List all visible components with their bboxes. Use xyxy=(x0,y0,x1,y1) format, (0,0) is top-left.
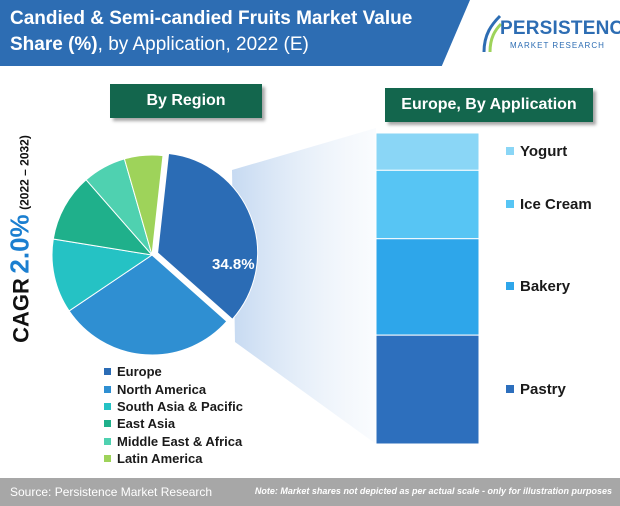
legend-label: North America xyxy=(117,381,207,397)
legend-swatch xyxy=(104,385,111,393)
legend-item-south-asia-and-pacific: South Asia & Pacific xyxy=(104,398,243,415)
legend-swatch xyxy=(506,147,514,156)
page-title: Candied & Semi-candied Fruits Market Val… xyxy=(10,8,413,29)
legend-label: Bakery xyxy=(520,277,571,295)
pie-slice-east-asia xyxy=(52,179,154,256)
stack-label-ice-cream: Ice Cream xyxy=(506,196,592,213)
legend-swatch xyxy=(104,402,111,410)
logo-name: PERSISTENCE xyxy=(500,18,620,39)
legend-label: Pastry xyxy=(520,380,566,398)
subtitle-rest: , by Application, 2022 (E) xyxy=(97,34,309,55)
legend-swatch xyxy=(104,368,111,376)
legend-swatch xyxy=(104,437,111,445)
stack-segment-bakery xyxy=(375,238,480,336)
legend-label: South Asia & Pacific xyxy=(117,398,243,414)
stack-label-yogurt: Yogurt xyxy=(506,143,567,160)
legend-item-europe: Europe xyxy=(104,363,243,380)
legend-item-east-asia: East Asia xyxy=(104,415,243,432)
legend-swatch xyxy=(506,282,514,291)
connector-wedge xyxy=(232,128,376,444)
legend-label: Europe xyxy=(117,364,162,380)
source-text: Source: Persistence Market Research xyxy=(10,485,213,499)
legend-swatch xyxy=(104,455,111,463)
stack-label-bakery: Bakery xyxy=(506,278,570,295)
header: Candied & Semi-candied Fruits Market Val… xyxy=(0,0,620,66)
legend-swatch xyxy=(104,420,111,428)
pie-slice-europe xyxy=(157,152,259,320)
logo-mark-icon xyxy=(482,14,502,53)
legend-swatch xyxy=(506,385,514,394)
stack-segment-pastry xyxy=(375,334,480,445)
legend-label: East Asia xyxy=(117,416,176,432)
stack-chart-title: Europe, By Application xyxy=(385,88,593,122)
pie-slice-latin-america xyxy=(123,154,164,256)
legend-item-middle-east-and-africa: Middle East & Africa xyxy=(104,433,243,450)
stacked-bar-chart xyxy=(232,128,480,445)
legend-item-north-america: North America xyxy=(104,380,243,397)
pie-slice-south-asia-and-pacific xyxy=(51,238,154,312)
pie-chart-title: By Region xyxy=(110,84,262,118)
footnote: Note: Market shares not depicted as per … xyxy=(254,486,612,496)
page-subtitle: Share (%), by Application, 2022 (E) xyxy=(10,34,309,56)
stack-segment-yogurt xyxy=(375,132,480,171)
stack-label-pastry: Pastry xyxy=(506,381,566,398)
legend-label: Yogurt xyxy=(520,142,568,160)
logo-subtitle: MARKET RESEARCH xyxy=(510,41,605,50)
legend-item-latin-america: Latin America xyxy=(104,450,243,467)
legend-label: Middle East & Africa xyxy=(117,433,243,449)
legend-swatch xyxy=(506,200,514,209)
pie-legend: Europe North America South Asia & Pacific E… xyxy=(104,363,243,467)
stack-segment-ice-cream xyxy=(375,169,480,240)
company-logo: PERSISTENCE MARKET RESEARCH xyxy=(480,8,620,58)
pie-data-label-europe: 34.8% xyxy=(212,256,255,273)
subtitle-bold: Share (%) xyxy=(10,34,98,55)
legend-label: Latin America xyxy=(117,451,203,467)
legend-label: Ice Cream xyxy=(520,195,592,213)
title-band xyxy=(0,0,470,66)
footer: Source: Persistence Market Research Note… xyxy=(0,478,620,506)
pie-chart xyxy=(51,152,259,356)
pie-slice-north-america xyxy=(68,254,228,356)
